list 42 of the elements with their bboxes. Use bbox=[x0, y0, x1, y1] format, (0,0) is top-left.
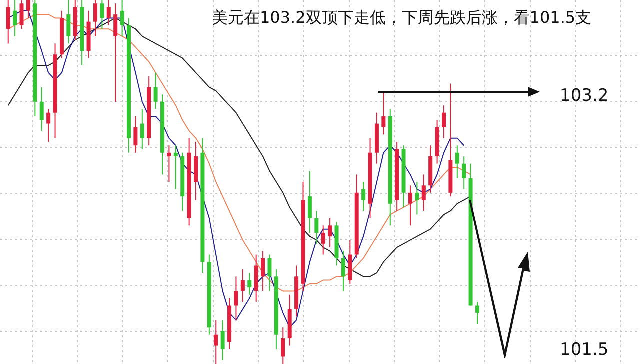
candlestick bbox=[40, 86, 44, 132]
candlestick bbox=[167, 145, 172, 182]
text: 美元在103.2双顶下走低，下周先跌后涨，看101.5支 bbox=[212, 8, 592, 29]
candlestick bbox=[114, 3, 118, 102]
candlestick bbox=[6, 0, 10, 44]
candlestick bbox=[66, 0, 71, 44]
candlestick bbox=[268, 254, 272, 292]
candlestick bbox=[214, 320, 218, 364]
candlestick bbox=[328, 218, 332, 248]
candlestick bbox=[261, 250, 266, 292]
candlestick bbox=[442, 105, 446, 139]
candlestick bbox=[140, 108, 144, 150]
candlestick bbox=[220, 320, 225, 361]
text: 103.2 bbox=[560, 86, 609, 106]
candlestick bbox=[234, 276, 238, 321]
candlestick bbox=[26, 0, 30, 19]
candlestick bbox=[362, 182, 366, 212]
candlestick bbox=[341, 250, 346, 292]
candlestick bbox=[240, 268, 245, 303]
candlestick bbox=[408, 185, 412, 226]
candlestick bbox=[308, 170, 312, 234]
candlestick bbox=[476, 302, 480, 324]
candlestick bbox=[248, 272, 252, 296]
candlestick bbox=[314, 210, 319, 244]
candlestick bbox=[106, 0, 111, 26]
candlestick bbox=[20, 0, 24, 30]
text: 101.5 bbox=[560, 340, 609, 360]
candlestick bbox=[134, 116, 138, 154]
candlestick bbox=[321, 225, 326, 256]
candlestick bbox=[46, 108, 51, 142]
candlestick bbox=[100, 0, 104, 30]
candlestick bbox=[174, 145, 178, 190]
candlestick bbox=[13, 0, 18, 37]
candlestick bbox=[422, 174, 426, 212]
candlestick bbox=[382, 90, 386, 136]
candlestick bbox=[281, 327, 286, 364]
candlestick bbox=[93, 0, 98, 37]
candlestick bbox=[415, 182, 420, 216]
candlestick bbox=[455, 145, 460, 179]
candlestick bbox=[120, 0, 124, 37]
candlestick bbox=[154, 72, 158, 110]
candlestick bbox=[462, 156, 466, 190]
